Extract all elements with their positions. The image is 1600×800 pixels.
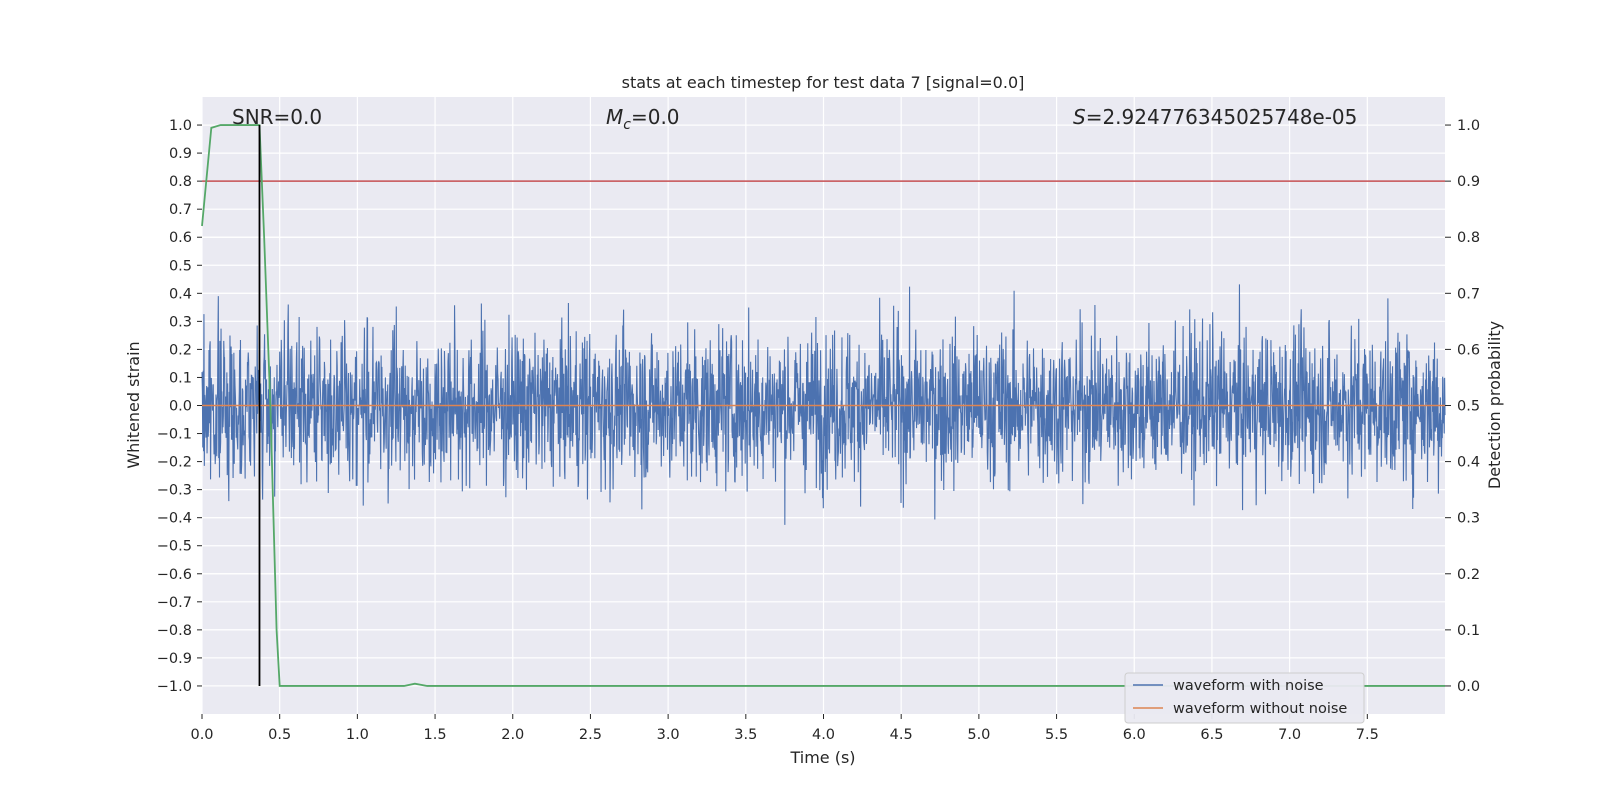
y-left-tick-label-5: 0.5 <box>169 258 192 274</box>
x-tick-label-0: 0.0 <box>190 727 213 743</box>
y-left-tick-label-1: 0.9 <box>169 146 192 162</box>
x-tick-label-3: 1.5 <box>424 727 447 743</box>
y-left-tick-label-2: 0.8 <box>169 174 192 190</box>
annotation-mc: Mc=0.0 <box>606 105 680 133</box>
x-tick-label-4: 2.0 <box>501 727 524 743</box>
x-tick-label-12: 6.0 <box>1123 727 1146 743</box>
y-left-tick-label-16: −0.6 <box>157 567 192 583</box>
y-left-tick-label-14: −0.4 <box>157 511 192 527</box>
annotation-mc-value: =0.0 <box>631 105 680 129</box>
y-left-tick-label-13: −0.3 <box>157 483 192 499</box>
y-left-tick-label-12: −0.2 <box>157 455 192 471</box>
x-tick-label-2: 1.0 <box>346 727 369 743</box>
legend-box <box>1124 672 1365 724</box>
y-right-tick-label-10: 0.0 <box>1457 679 1480 695</box>
series-group <box>201 124 1445 687</box>
x-ticks: 0.0 0.5 1.0 1.5 2.0 2.5 3.0 3.5 4.0 4.5 5.0 5.5 6.0 6… <box>190 714 1379 743</box>
annotation-snr: SNR=0.0 <box>232 105 322 129</box>
y-ticks-left: 1.0 0.9 0.8 0.7 0.6 0.5 0.4 0.3 0.2 0.1 0.0 −0.1 −0.… <box>157 118 202 695</box>
y-right-tick-label-8: 0.2 <box>1457 567 1480 583</box>
x-tick-label-15: 7.5 <box>1356 727 1379 743</box>
y-left-tick-label-11: −0.1 <box>157 427 192 443</box>
series-waveform-with-noise <box>201 284 1446 525</box>
x-tick-label-9: 4.5 <box>890 727 913 743</box>
x-tick-label-6: 3.0 <box>657 727 680 743</box>
y-left-tick-label-6: 0.4 <box>169 286 192 302</box>
x-tick-label-1: 0.5 <box>268 727 291 743</box>
y-ticks-right: 1.0 0.9 0.8 0.7 0.6 0.5 0.4 0.3 0.2 0.1 0.0 <box>1445 118 1480 695</box>
x-tick-label-14: 7.0 <box>1278 727 1301 743</box>
chart-title: stats at each timestep for test data 7 [… <box>622 73 1025 92</box>
x-axis-label: Time (s) <box>789 748 855 767</box>
x-tick-label-11: 5.5 <box>1045 727 1068 743</box>
y-right-tick-label-6: 0.4 <box>1457 455 1480 471</box>
legend-label-clean: waveform without noise <box>1173 701 1347 717</box>
y-right-tick-label-0: 1.0 <box>1457 118 1480 134</box>
y-left-tick-label-0: 1.0 <box>169 118 192 134</box>
x-tick-label-7: 3.5 <box>734 727 757 743</box>
annotation-s-value: =2.924776345025748e-05 <box>1086 105 1358 129</box>
y-right-tick-label-7: 0.3 <box>1457 511 1480 527</box>
series-line-waveform-with-noise <box>201 284 1446 525</box>
y-left-tick-label-17: −0.7 <box>157 595 192 611</box>
y-left-tick-label-19: −0.9 <box>157 651 192 667</box>
y-left-tick-label-3: 0.7 <box>169 202 192 218</box>
y-left-tick-label-10: 0.0 <box>169 399 192 415</box>
y-left-tick-label-9: 0.1 <box>169 370 192 386</box>
annotation-s: S=2.924776345025748e-05 <box>1073 105 1357 129</box>
legend: waveform with noise waveform without noi… <box>1124 672 1365 724</box>
y-axis-label-right: Detection probability <box>1485 321 1504 489</box>
y-left-tick-label-8: 0.2 <box>169 342 192 358</box>
series-line-detection-probability <box>201 124 1445 687</box>
annotation-mc-symbol: M <box>606 105 623 129</box>
legend-label-noise: waveform with noise <box>1173 678 1324 694</box>
y-left-tick-label-15: −0.5 <box>157 539 192 555</box>
y-right-tick-label-3: 0.7 <box>1457 286 1480 302</box>
y-left-tick-label-18: −0.8 <box>157 623 192 639</box>
y-right-tick-label-9: 0.1 <box>1457 623 1480 639</box>
y-left-tick-label-7: 0.3 <box>169 314 192 330</box>
y-right-tick-label-1: 0.9 <box>1457 174 1480 190</box>
y-right-tick-label-4: 0.6 <box>1457 342 1480 358</box>
x-tick-label-13: 6.5 <box>1200 727 1223 743</box>
x-tick-label-8: 4.0 <box>812 727 835 743</box>
y-right-tick-label-5: 0.5 <box>1457 399 1480 415</box>
y-axis-label-left: Whitened strain <box>124 341 143 468</box>
x-tick-label-10: 5.0 <box>967 727 990 743</box>
annotation-mc-subscript: c <box>623 117 631 133</box>
annotation-s-symbol: S <box>1073 105 1086 129</box>
y-right-tick-label-2: 0.8 <box>1457 230 1480 246</box>
x-tick-label-5: 2.5 <box>579 727 602 743</box>
y-left-tick-label-4: 0.6 <box>169 230 192 246</box>
y-left-tick-label-20: −1.0 <box>157 679 192 695</box>
